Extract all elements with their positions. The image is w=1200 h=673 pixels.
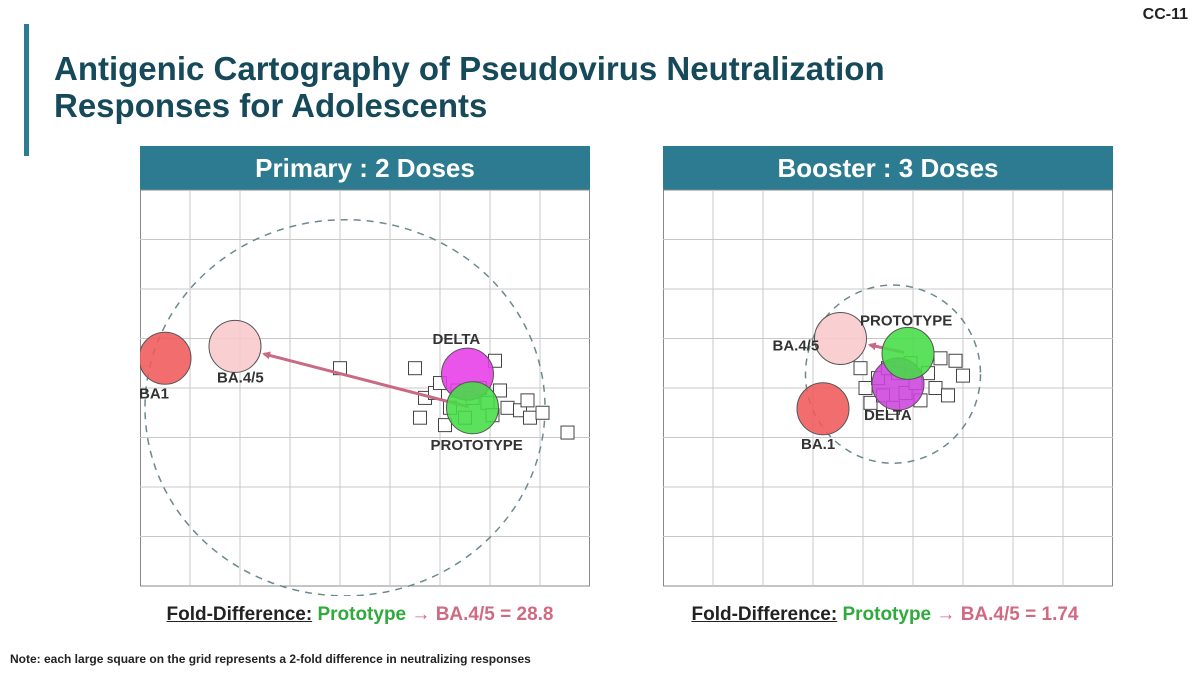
- serum-square: [520, 393, 535, 408]
- antigen-ba1: [140, 331, 192, 385]
- fold-equals: =: [1025, 604, 1037, 625]
- serum-square: [928, 381, 943, 395]
- panel-title: Primary : 2 Doses: [140, 146, 590, 190]
- footnote: Note: each large square on the grid repr…: [10, 652, 531, 666]
- serum-square: [500, 400, 515, 415]
- antigen-ba-1: [796, 382, 850, 436]
- antigen-label: PROTOTYPE: [860, 312, 952, 329]
- serum-square: [858, 381, 873, 395]
- fold-from: Prototype: [842, 604, 932, 625]
- antigen-label: BA.4/5: [773, 338, 820, 355]
- serum-square: [408, 361, 422, 376]
- fold-label: Fold-Difference:: [166, 604, 313, 625]
- title-line-2: Responses for Adolescents: [54, 87, 488, 124]
- booster-fold-difference: Fold-Difference: Prototype → BA.4/5 = 1.…: [625, 604, 1145, 626]
- antigen-ba-4-5: [208, 319, 262, 373]
- primary-fold-difference: Fold-Difference: Prototype → BA.4/5 = 28…: [100, 604, 620, 626]
- antigen-label: DELTA: [433, 331, 481, 348]
- serum-square: [853, 361, 868, 376]
- grid: [663, 190, 1113, 586]
- antigen-label: DELTA: [864, 407, 912, 424]
- serum-square: [933, 351, 948, 366]
- serum-square: [863, 395, 878, 410]
- fold-to: BA.4/5: [960, 604, 1020, 625]
- fold-arrow: →: [411, 604, 431, 625]
- title-accent-bar: [24, 24, 29, 156]
- serum-square: [413, 410, 427, 425]
- serum-square: [948, 353, 963, 368]
- serum-square: [438, 418, 452, 433]
- booster-map: BA.1 BA.4/5 PROTOTYPE DELTA: [663, 189, 1113, 587]
- antigen-label: BA.4/5: [217, 369, 264, 386]
- antigen-label: BA1: [140, 385, 169, 402]
- antigen-prototype: [881, 326, 935, 380]
- antigen-ba-4-5: [814, 312, 867, 365]
- fold-from: Prototype: [317, 604, 407, 625]
- serum-square: [523, 410, 537, 425]
- serum-square: [493, 383, 507, 398]
- serum-square: [560, 425, 575, 440]
- antigen-label: PROTOTYPE: [431, 437, 523, 454]
- fold-value: 28.8: [516, 604, 554, 625]
- serum-square: [535, 405, 550, 420]
- fold-arrow: →: [936, 604, 956, 625]
- slide-id: CC-11: [1142, 6, 1188, 23]
- slide-title: Antigenic Cartography of Pseudovirus Neu…: [54, 50, 1154, 124]
- serum-square: [956, 368, 970, 383]
- fold-equals: =: [500, 604, 512, 625]
- fold-arrow-line: [262, 351, 470, 409]
- fold-to: BA.4/5: [435, 604, 495, 625]
- grid: [140, 190, 590, 586]
- antigen-label: BA.1: [801, 436, 835, 453]
- fold-value: 1.74: [1041, 604, 1079, 625]
- primary-map: BA1 BA.4/5 DELTA PROTOTYPE: [140, 189, 590, 596]
- title-line-1: Antigenic Cartography of Pseudovirus Neu…: [54, 50, 885, 87]
- antigen-prototype: [446, 381, 499, 435]
- serum-square: [941, 388, 955, 403]
- panel-title: Booster : 3 Doses: [663, 146, 1113, 190]
- cluster-ellipse: [804, 284, 982, 464]
- fold-label: Fold-Difference:: [691, 604, 838, 625]
